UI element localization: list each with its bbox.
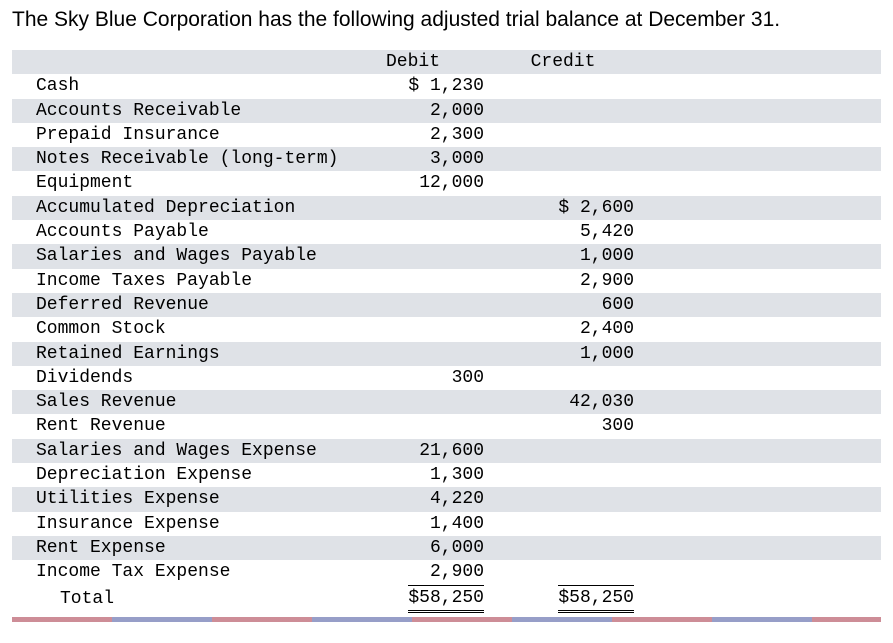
credit-amount: 5,420 xyxy=(492,220,642,244)
table-body: Cash$ 1,230Accounts Receivable2,000Prepa… xyxy=(12,74,881,584)
credit-amount: 42,030 xyxy=(492,390,642,414)
account-name: Utilities Expense xyxy=(12,487,342,511)
account-name: Deferred Revenue xyxy=(12,293,342,317)
credit-amount: 2,900 xyxy=(492,269,642,293)
table-row: Retained Earnings 1,000 xyxy=(12,342,881,366)
account-name: Retained Earnings xyxy=(12,342,342,366)
account-name: Income Tax Expense xyxy=(12,560,342,584)
table-row: Notes Receivable (long-term)3,000 xyxy=(12,147,881,171)
total-label: Total xyxy=(12,587,342,611)
debit-amount: 2,900 xyxy=(342,560,492,584)
account-name: Rent Expense xyxy=(12,536,342,560)
credit-amount: 600 xyxy=(492,293,642,317)
account-name: Dividends xyxy=(12,366,342,390)
account-name: Notes Receivable (long-term) xyxy=(12,147,342,171)
table-row: Accumulated Depreciation $ 2,600 xyxy=(12,196,881,220)
debit-amount: 2,000 xyxy=(342,99,492,123)
account-name: Equipment xyxy=(12,171,342,195)
table-header-row: Debit Credit xyxy=(12,50,881,74)
table-row: Income Tax Expense2,900 xyxy=(12,560,881,584)
table-row: Insurance Expense1,400 xyxy=(12,512,881,536)
decorative-rule xyxy=(12,617,881,622)
table-row: Accounts Receivable2,000 xyxy=(12,99,881,123)
account-name: Prepaid Insurance xyxy=(12,123,342,147)
account-name: Rent Revenue xyxy=(12,414,342,438)
debit-amount: 6,000 xyxy=(342,536,492,560)
table-row: Deferred Revenue 600 xyxy=(12,293,881,317)
credit-amount: 1,000 xyxy=(492,342,642,366)
table-row: Rent Revenue 300 xyxy=(12,414,881,438)
table-row: Utilities Expense4,220 xyxy=(12,487,881,511)
credit-amount: 1,000 xyxy=(492,244,642,268)
table-row: Prepaid Insurance2,300 xyxy=(12,123,881,147)
table-row: Rent Expense6,000 xyxy=(12,536,881,560)
account-name: Accumulated Depreciation xyxy=(12,196,342,220)
debit-amount: 1,300 xyxy=(342,463,492,487)
account-name: Salaries and Wages Expense xyxy=(12,439,342,463)
credit-amount: 300 xyxy=(492,414,642,438)
account-name: Cash xyxy=(12,74,342,98)
table-row: Income Taxes Payable 2,900 xyxy=(12,269,881,293)
account-name: Accounts Receivable xyxy=(12,99,342,123)
debit-amount: 4,220 xyxy=(342,487,492,511)
account-name: Insurance Expense xyxy=(12,512,342,536)
credit-amount: $ 2,600 xyxy=(492,196,642,220)
credit-amount: 2,400 xyxy=(492,317,642,341)
table-row: Salaries and Wages Expense21,600 xyxy=(12,439,881,463)
total-debit: $58,250 xyxy=(408,585,484,613)
account-name: Depreciation Expense xyxy=(12,463,342,487)
table-row: Accounts Payable 5,420 xyxy=(12,220,881,244)
account-name: Income Taxes Payable xyxy=(12,269,342,293)
debit-amount: 2,300 xyxy=(342,123,492,147)
table-row: Salaries and Wages Payable 1,000 xyxy=(12,244,881,268)
debit-amount: 21,600 xyxy=(342,439,492,463)
account-name: Accounts Payable xyxy=(12,220,342,244)
table-row: Cash$ 1,230 xyxy=(12,74,881,98)
page-title: The Sky Blue Corporation has the followi… xyxy=(12,8,881,32)
debit-amount: 300 xyxy=(342,366,492,390)
trial-balance-table: Debit Credit Cash$ 1,230Accounts Receiva… xyxy=(12,50,881,613)
debit-amount: 3,000 xyxy=(342,147,492,171)
account-name: Salaries and Wages Payable xyxy=(12,244,342,268)
table-row: Depreciation Expense1,300 xyxy=(12,463,881,487)
debit-amount: 1,400 xyxy=(342,512,492,536)
table-total-row: Total $58,250 $58,250 xyxy=(12,585,881,613)
account-name: Common Stock xyxy=(12,317,342,341)
table-row: Equipment12,000 xyxy=(12,171,881,195)
debit-amount: $ 1,230 xyxy=(342,74,492,98)
total-credit: $58,250 xyxy=(558,585,634,613)
table-row: Sales Revenue 42,030 xyxy=(12,390,881,414)
table-row: Common Stock 2,400 xyxy=(12,317,881,341)
header-credit: Credit xyxy=(492,50,642,74)
debit-amount: 12,000 xyxy=(342,171,492,195)
table-row: Dividends300 xyxy=(12,366,881,390)
account-name: Sales Revenue xyxy=(12,390,342,414)
header-debit: Debit xyxy=(342,50,492,74)
